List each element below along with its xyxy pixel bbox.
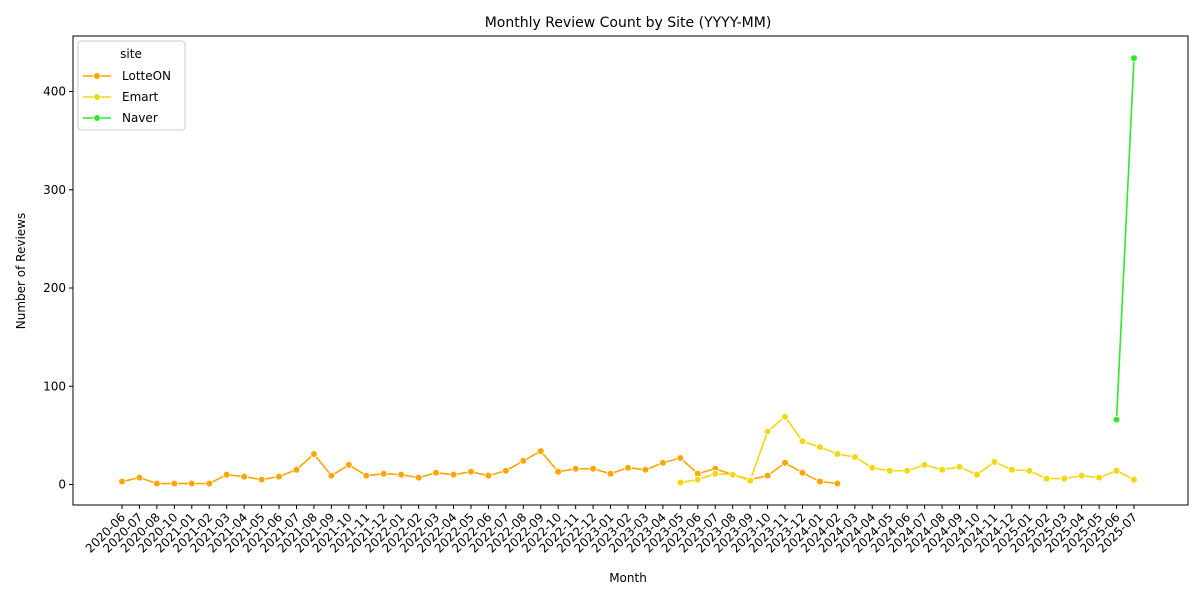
y-tick-label: 100 — [43, 379, 66, 393]
x-axis: 2020-062020-072020-082020-102021-012021-… — [83, 505, 1140, 556]
data-point-emart — [1130, 475, 1138, 484]
legend-item-emart: Emart — [83, 90, 159, 104]
data-point-emart — [885, 466, 894, 475]
legend: site LotteON Emart Naver — [77, 40, 186, 131]
data-point-emart — [728, 470, 737, 479]
data-point-emart — [973, 470, 981, 479]
data-point-emart — [833, 450, 842, 458]
plot-frame — [72, 35, 1189, 506]
data-point-emart — [1042, 474, 1051, 483]
series-line-lotteon — [121, 450, 838, 485]
y-axis: 0 100 200 300 400 — [43, 85, 73, 492]
y-tick-label: 200 — [43, 281, 66, 295]
x-axis-label: Month — [609, 571, 647, 585]
data-point-emart — [781, 412, 789, 421]
data-point-emart — [903, 466, 911, 475]
data-point-lotteon — [292, 465, 301, 474]
series-line-naver — [1115, 58, 1135, 420]
data-point-lotteon — [170, 479, 179, 488]
data-point-naver — [1112, 415, 1121, 424]
data-point-lotteon — [554, 467, 563, 476]
data-point-emart — [798, 437, 807, 446]
data-point-lotteon — [240, 472, 248, 481]
data-point-emart — [1112, 466, 1121, 475]
y-tick-label: 400 — [43, 85, 66, 99]
data-point-emart — [851, 453, 859, 461]
data-point-lotteon — [467, 467, 475, 476]
data-point-lotteon — [659, 459, 667, 467]
data-point-lotteon — [571, 464, 580, 473]
data-point-lotteon — [519, 457, 528, 465]
legend-label-emart: Emart — [122, 90, 159, 104]
data-point-emart — [1060, 474, 1069, 483]
data-point-emart — [1077, 471, 1086, 480]
data-point-emart — [746, 476, 754, 485]
data-point-emart — [1025, 466, 1034, 475]
data-point-lotteon — [118, 477, 126, 486]
data-point-emart — [763, 427, 772, 436]
data-point-lotteon — [624, 463, 632, 472]
data-point-lotteon — [641, 465, 650, 474]
data-point-lotteon — [257, 475, 266, 484]
legend-marker-naver — [93, 114, 101, 122]
data-point-lotteon — [379, 469, 388, 478]
data-point-lotteon — [205, 479, 214, 488]
data-point-emart — [1095, 473, 1103, 482]
legend-label-naver: Naver — [122, 111, 158, 125]
legend-item-lotteon: LotteON — [83, 69, 171, 83]
data-point-lotteon — [676, 454, 685, 462]
data-point-lotteon — [153, 479, 161, 488]
data-point-lotteon — [606, 469, 615, 478]
y-tick-label: 0 — [58, 478, 66, 492]
data-point-lotteon — [833, 479, 842, 488]
series-lines — [121, 58, 1135, 485]
legend-marker-emart — [93, 93, 101, 101]
data-point-lotteon — [414, 473, 423, 482]
data-point-lotteon — [135, 473, 144, 482]
data-point-lotteon — [345, 461, 353, 469]
data-point-lotteon — [536, 447, 545, 455]
data-point-emart — [990, 458, 999, 466]
data-point-emart — [955, 463, 964, 471]
y-tick-label: 300 — [43, 183, 66, 197]
data-point-lotteon — [310, 450, 318, 458]
data-point-emart — [1008, 465, 1016, 474]
data-point-lotteon — [449, 470, 458, 479]
legend-box — [77, 40, 186, 131]
legend-marker-lotteon — [93, 72, 101, 80]
data-point-lotteon — [484, 471, 493, 480]
data-point-lotteon — [781, 459, 789, 467]
data-point-lotteon — [397, 470, 405, 479]
data-point-lotteon — [502, 466, 510, 475]
data-point-emart — [693, 475, 702, 484]
legend-label-lotteon: LotteON — [122, 69, 171, 83]
legend-item-naver: Naver — [83, 111, 158, 125]
data-point-lotteon — [432, 468, 440, 477]
y-axis-label: Number of Reviews — [14, 213, 28, 329]
data-point-lotteon — [816, 477, 824, 486]
data-point-lotteon — [327, 471, 336, 480]
data-point-emart — [816, 443, 824, 451]
chart-title: Monthly Review Count by Site (YYYY-MM) — [485, 15, 772, 31]
data-point-emart — [711, 469, 720, 478]
data-point-lotteon — [275, 472, 283, 481]
data-point-naver — [1130, 54, 1138, 62]
data-point-lotteon — [798, 468, 807, 477]
data-point-emart — [676, 478, 685, 487]
data-point-lotteon — [589, 464, 597, 473]
legend-title: site — [120, 47, 142, 61]
series-points — [118, 54, 1138, 488]
data-point-lotteon — [763, 471, 772, 480]
data-point-lotteon — [362, 471, 371, 480]
data-point-emart — [938, 465, 946, 474]
data-point-lotteon — [222, 470, 231, 479]
data-point-emart — [920, 461, 929, 469]
data-point-emart — [868, 463, 877, 472]
data-point-lotteon — [187, 479, 196, 488]
